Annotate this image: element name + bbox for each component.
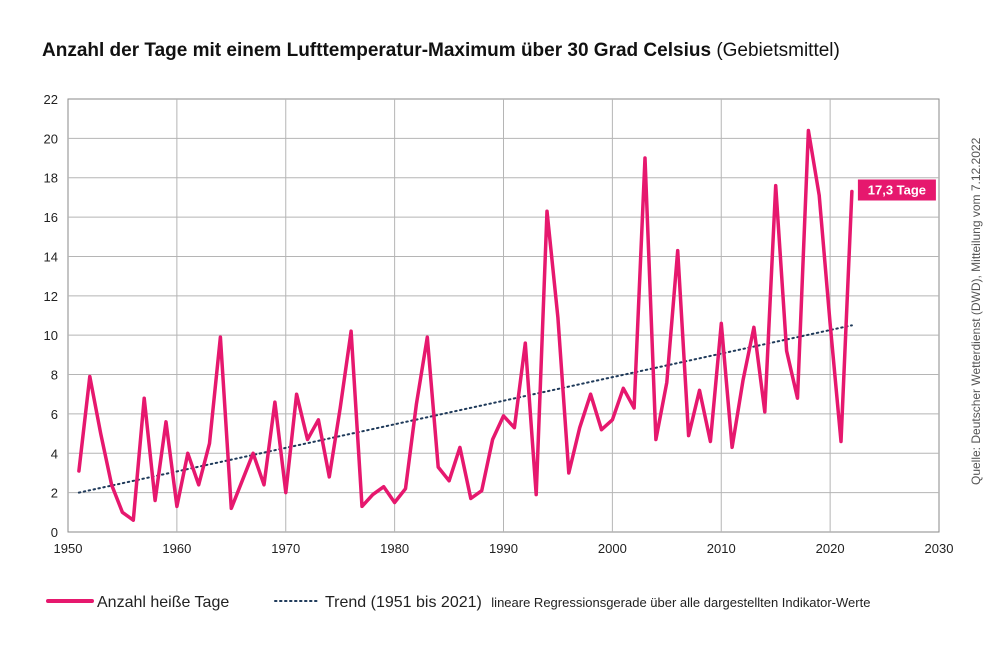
legend-label-heat-days: Anzahl heiße Tage <box>97 594 229 611</box>
legend-trend-text: Trend (1951 bis 2021) lineare Regression… <box>325 594 870 611</box>
x-tick-label: 2000 <box>598 541 627 556</box>
y-tick-label: 18 <box>44 171 58 186</box>
y-axis-ticks: 0 2 4 6 8 10 12 14 16 18 20 22 <box>44 92 58 540</box>
x-tick-label: 1950 <box>54 541 83 556</box>
series-group <box>77 128 854 522</box>
legend-note-trend: lineare Regressionsgerade über alle darg… <box>491 595 870 610</box>
annotation-badge <box>857 179 936 201</box>
x-tick-label: 2020 <box>816 541 845 556</box>
y-tick-label: 8 <box>51 368 58 383</box>
y-tick-label: 14 <box>44 249 58 264</box>
x-tick-label: 1980 <box>380 541 409 556</box>
legend: Anzahl heiße Tage Trend (1951 bis 2021) … <box>46 594 870 611</box>
annotation-group: 17,3 Tage <box>857 179 936 201</box>
y-tick-label: 10 <box>44 328 58 343</box>
x-tick-label: 1960 <box>162 541 191 556</box>
grid-lines <box>68 99 939 532</box>
x-axis-ticks: 1950 1960 1970 1980 1990 2000 2010 2020 2030 <box>54 541 954 556</box>
y-tick-label: 20 <box>44 131 58 146</box>
y-tick-label: 22 <box>44 92 58 107</box>
chart-title-main: Anzahl der Tage mit einem Lufttemperatur… <box>42 40 712 61</box>
y-tick-label: 12 <box>44 289 58 304</box>
y-tick-label: 16 <box>44 210 58 225</box>
x-tick-label: 1970 <box>271 541 300 556</box>
y-tick-label: 4 <box>51 446 58 461</box>
x-tick-label: 2030 <box>925 541 954 556</box>
legend-label-trend: Trend (1951 bis 2021) <box>325 594 482 611</box>
x-tick-label: 1990 <box>489 541 518 556</box>
heat-days-line <box>77 128 854 522</box>
chart-title-sub: (Gebietsmittel) <box>716 40 840 61</box>
annotation-label: 17,3 Tage <box>868 183 926 198</box>
y-tick-label: 2 <box>51 486 58 501</box>
y-tick-label: 6 <box>51 407 58 422</box>
source-note: Quelle: Deutscher Wetterdienst (DWD), Mi… <box>969 137 983 485</box>
x-tick-label: 2010 <box>707 541 736 556</box>
chart-title: Anzahl der Tage mit einem Lufttemperatur… <box>42 40 840 62</box>
y-tick-label: 0 <box>51 525 58 540</box>
